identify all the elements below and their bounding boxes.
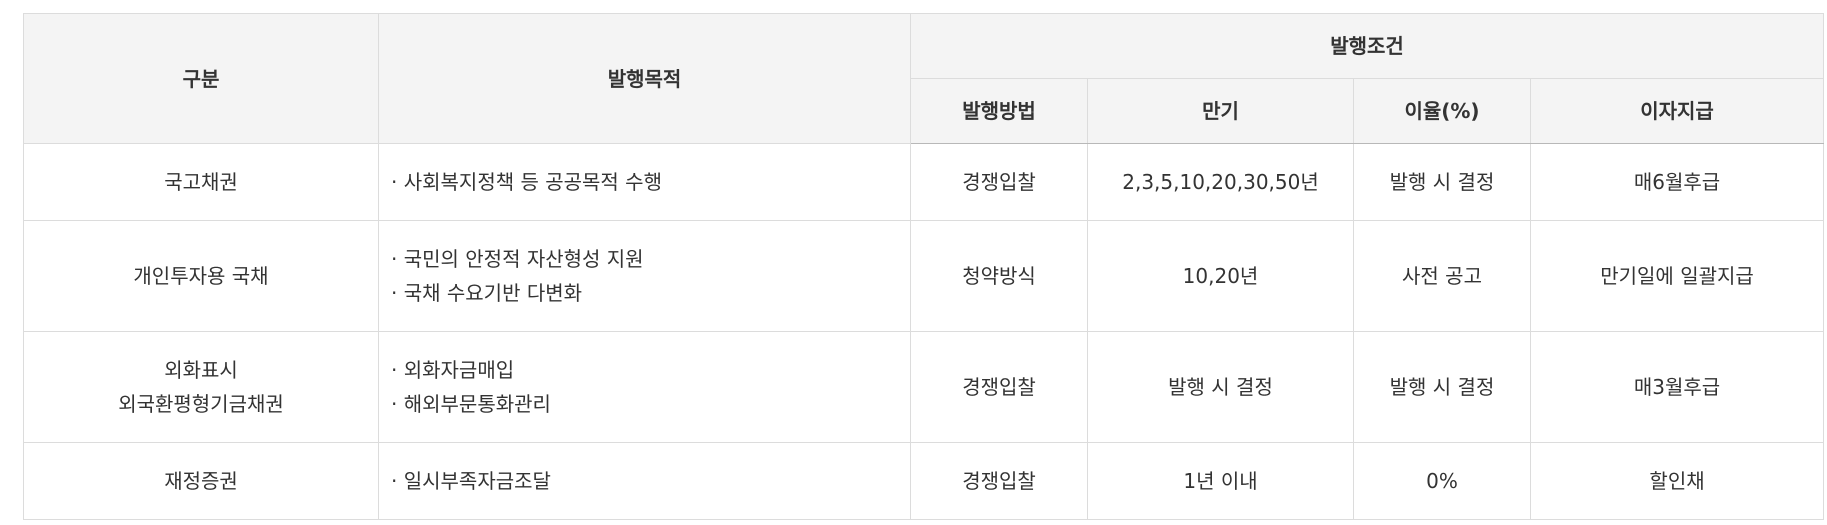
cell-purpose: · 국민의 안정적 자산형성 지원 · 국채 수요기반 다변화 (378, 220, 911, 332)
cell-purpose: · 사회복지정책 등 공공목적 수행 (378, 143, 911, 221)
header-rate: 이율(%) (1353, 78, 1531, 144)
cell-interest: 매6월후급 (1529, 143, 1825, 221)
purpose-text: · 국채 수요기반 다변화 (391, 281, 583, 305)
purpose-text: · 사회복지정책 등 공공목적 수행 (391, 170, 662, 194)
header-row-top: 구분 발행목적 발행조건 (23, 13, 1825, 144)
cell-category: 국고채권 (23, 143, 379, 221)
bond-issuance-table: 구분 발행목적 발행조건 발행방법 만기 이율(%) 이자지급 국고채권 · 사… (23, 13, 1825, 520)
header-category: 구분 (23, 13, 379, 144)
cell-purpose: · 일시부족자금조달 (378, 442, 911, 520)
cell-interest: 할인채 (1529, 442, 1825, 520)
table-row: 개인투자용 국채 · 국민의 안정적 자산형성 지원 · 국채 수요기반 다변화… (23, 220, 1825, 332)
table-row: 국고채권 · 사회복지정책 등 공공목적 수행 경쟁입찰 2,3,5,10,20… (23, 143, 1825, 221)
table-header: 구분 발행목적 발행조건 발행방법 만기 이율(%) 이자지급 (23, 13, 1825, 144)
bond-issuance-table-container: 구분 발행목적 발행조건 발행방법 만기 이율(%) 이자지급 국고채권 · 사… (23, 13, 1825, 520)
table-row: 재정증권 · 일시부족자금조달 경쟁입찰 1년 이내 0% 할인채 (23, 442, 1825, 520)
cell-purpose: · 외화자금매입 · 해외부문통화관리 (378, 331, 911, 443)
category-text: 외국환평형기금채권 (118, 392, 284, 416)
category-text: 재정증권 (164, 469, 238, 493)
cell-maturity: 발행 시 결정 (1087, 331, 1354, 443)
cell-category: 개인투자용 국채 (23, 220, 379, 332)
purpose-text: · 외화자금매입 (391, 358, 515, 382)
cell-method: 청약방식 (910, 220, 1088, 332)
category-text: 외화표시 (164, 358, 238, 382)
cell-method: 경쟁입찰 (910, 143, 1088, 221)
table-row: 외화표시 외국환평형기금채권 · 외화자금매입 · 해외부문통화관리 경쟁입찰 … (23, 331, 1825, 443)
cell-category: 외화표시 외국환평형기금채권 (23, 331, 379, 443)
header-purpose: 발행목적 (378, 13, 911, 144)
cell-maturity: 10,20년 (1087, 220, 1354, 332)
cell-rate: 0% (1353, 442, 1531, 520)
header-maturity: 만기 (1087, 78, 1354, 144)
cell-maturity: 2,3,5,10,20,30,50년 (1087, 143, 1354, 221)
category-text: 국고채권 (164, 170, 238, 194)
cell-method: 경쟁입찰 (910, 331, 1088, 443)
header-interest: 이자지급 (1529, 78, 1825, 144)
table-body: 국고채권 · 사회복지정책 등 공공목적 수행 경쟁입찰 2,3,5,10,20… (23, 143, 1825, 520)
header-row-sub: 발행방법 만기 이율(%) 이자지급 (24, 78, 1825, 144)
cell-interest: 만기일에 일괄지급 (1529, 220, 1825, 332)
cell-interest: 매3월후급 (1529, 331, 1825, 443)
purpose-text: · 해외부문통화관리 (391, 392, 551, 416)
cell-category: 재정증권 (23, 442, 379, 520)
category-text: 개인투자용 국채 (133, 264, 269, 288)
header-method: 발행방법 (910, 78, 1088, 144)
cell-maturity: 1년 이내 (1087, 442, 1354, 520)
cell-method: 경쟁입찰 (910, 442, 1088, 520)
cell-rate: 발행 시 결정 (1353, 143, 1531, 221)
header-conditions: 발행조건 (909, 13, 1825, 79)
purpose-text: · 국민의 안정적 자산형성 지원 (391, 247, 644, 271)
purpose-text: · 일시부족자금조달 (391, 469, 551, 493)
cell-rate: 사전 공고 (1353, 220, 1531, 332)
cell-rate: 발행 시 결정 (1353, 331, 1531, 443)
